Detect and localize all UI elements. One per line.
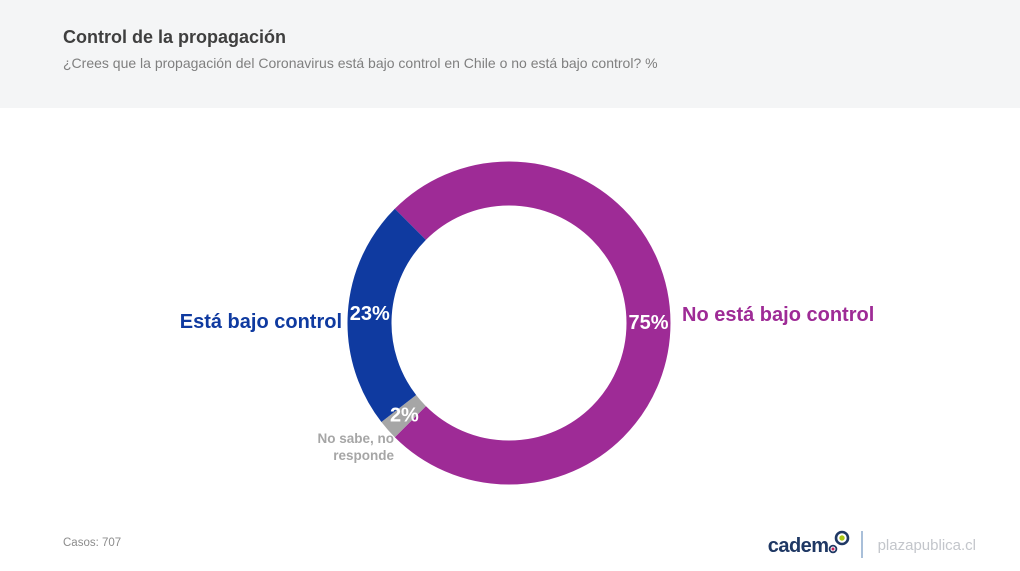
label-esta-bajo-control: Está bajo control: [179, 311, 342, 333]
plazapublica-link[interactable]: plazapublica.cl: [877, 536, 976, 554]
donut-segment-0: [394, 161, 671, 485]
survey-question: ¿Crees que la propagación del Coronaviru…: [63, 55, 658, 71]
donut-segment-1: [381, 394, 427, 438]
cadem-logo: cadem: [767, 535, 829, 557]
cases-count: Casos: 707: [63, 537, 122, 549]
page-title: Control de la propagación: [63, 27, 287, 47]
pct-label-2: 23%: [350, 303, 390, 325]
slide-header: Control de la propagación ¿Crees que la …: [0, 0, 1020, 108]
brand-divider: [860, 530, 863, 558]
cadem-target-icon: [828, 530, 849, 554]
pct-label-1: 2%: [390, 404, 419, 426]
pct-label-0: 75%: [628, 312, 668, 334]
brand-footer: cadem plazapublica.cl: [768, 527, 976, 561]
donut-segment-2: [347, 208, 427, 422]
label-no-sabe-no-responde: No sabe, no responde: [317, 431, 394, 463]
label-no-esta-bajo-control: No está bajo control: [682, 304, 875, 326]
